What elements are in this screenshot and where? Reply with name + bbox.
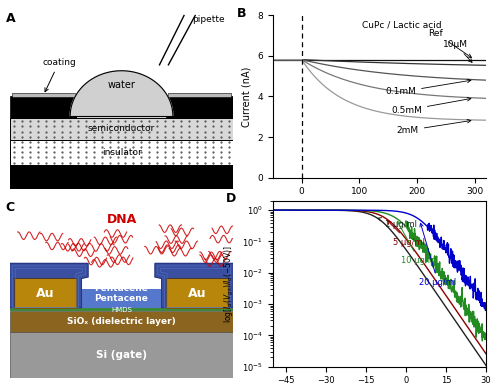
Bar xyxy=(12,93,75,97)
Bar xyxy=(166,278,229,308)
Text: pipette: pipette xyxy=(192,15,225,24)
Text: Pentacene: Pentacene xyxy=(95,294,148,303)
Text: Au: Au xyxy=(36,286,55,300)
Text: 2mM: 2mM xyxy=(397,119,471,135)
Bar xyxy=(81,289,162,308)
Text: A: A xyxy=(5,12,15,25)
Text: SiOₓ (dielectric layer): SiOₓ (dielectric layer) xyxy=(67,317,176,327)
Bar xyxy=(10,332,233,378)
Y-axis label: Current (nA): Current (nA) xyxy=(242,66,252,127)
Bar xyxy=(10,118,233,140)
Text: semiconductor: semiconductor xyxy=(88,124,155,134)
Text: Si (gate): Si (gate) xyxy=(96,350,147,360)
Bar xyxy=(10,96,77,118)
Text: insulator: insulator xyxy=(102,148,141,157)
Text: water: water xyxy=(108,80,135,90)
Bar xyxy=(10,308,233,312)
Bar xyxy=(10,312,233,332)
Text: 20 μg/ml: 20 μg/ml xyxy=(420,223,457,287)
Bar xyxy=(10,140,233,166)
Text: D: D xyxy=(226,192,236,205)
Text: C: C xyxy=(5,201,14,214)
Text: CuPc / Lactic acid: CuPc / Lactic acid xyxy=(363,20,442,29)
Polygon shape xyxy=(70,71,173,116)
Bar xyxy=(14,278,77,308)
Text: 0.5mM: 0.5mM xyxy=(391,97,471,115)
Text: coating: coating xyxy=(42,58,76,92)
Polygon shape xyxy=(155,263,233,308)
Text: B: B xyxy=(237,7,246,20)
Bar xyxy=(77,116,166,118)
Text: HMDS: HMDS xyxy=(111,306,132,313)
Text: 10 μg/ml: 10 μg/ml xyxy=(397,221,438,265)
Text: 10μM: 10μM xyxy=(443,40,472,63)
Bar xyxy=(10,166,233,189)
Text: 5 μg/ml: 5 μg/ml xyxy=(387,221,425,247)
Bar xyxy=(166,96,233,118)
Bar xyxy=(168,93,231,97)
Text: Au: Au xyxy=(188,286,207,300)
Y-axis label: $\log[I_d(V_{gs})/I_d(-50\mathrm{V})]$: $\log[I_d(V_{gs})/I_d(-50\mathrm{V})]$ xyxy=(223,245,237,323)
Text: Ref: Ref xyxy=(429,29,472,58)
Polygon shape xyxy=(10,263,88,308)
Text: 0.1mM: 0.1mM xyxy=(385,79,471,96)
Text: DNA: DNA xyxy=(107,213,136,226)
Bar xyxy=(10,300,233,308)
X-axis label: Time (sec): Time (sec) xyxy=(354,202,405,212)
Text: 1 μg/ml: 1 μg/ml xyxy=(378,218,417,229)
Text: Pentacene: Pentacene xyxy=(95,284,148,293)
